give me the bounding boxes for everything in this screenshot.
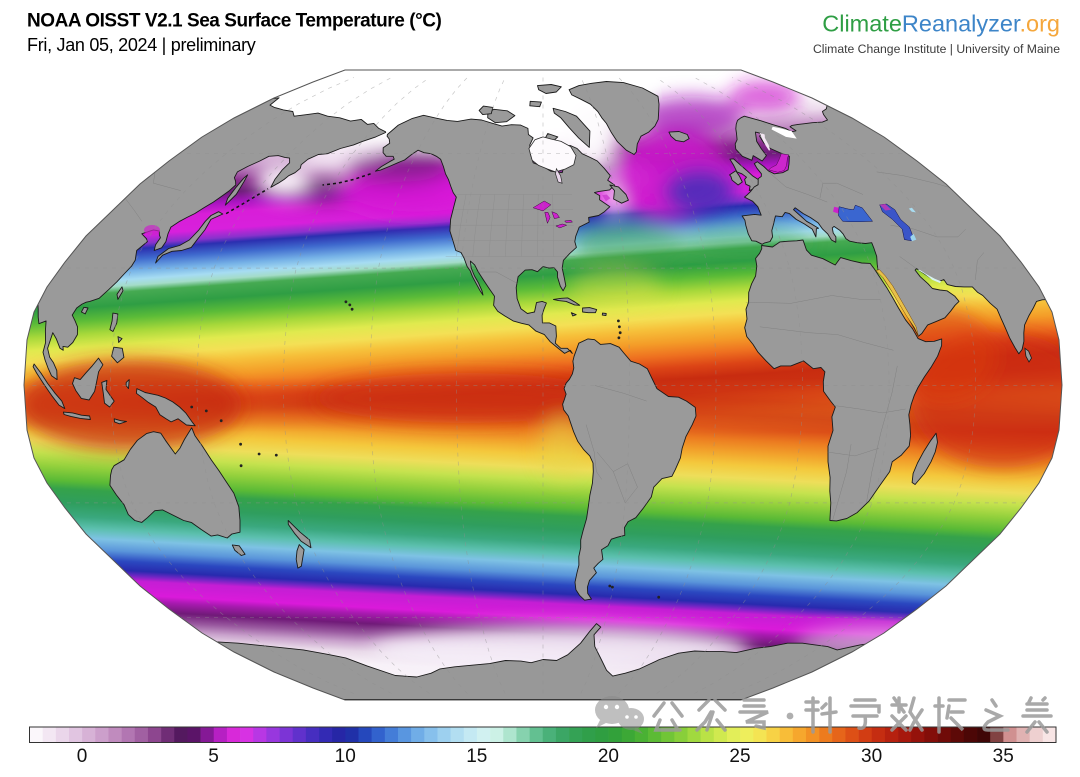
- svg-text:15: 15: [466, 746, 487, 767]
- svg-text:5: 5: [208, 746, 219, 767]
- svg-text:ClimateReanalyzer.org: ClimateReanalyzer.org: [822, 11, 1060, 37]
- svg-text:NOAA OISST V2.1 Sea Surface Te: NOAA OISST V2.1 Sea Surface Temperature …: [27, 11, 441, 32]
- svg-text:25: 25: [729, 746, 750, 767]
- svg-text:Climate Change Institute | Uni: Climate Change Institute | University of…: [813, 42, 1060, 56]
- svg-text:35: 35: [993, 746, 1014, 767]
- svg-text:Fri, Jan 05, 2024 | preliminar: Fri, Jan 05, 2024 | preliminary: [27, 35, 256, 55]
- svg-text:20: 20: [598, 746, 619, 767]
- svg-text:0: 0: [77, 746, 88, 767]
- svg-text:30: 30: [861, 746, 882, 767]
- svg-text:10: 10: [335, 746, 356, 767]
